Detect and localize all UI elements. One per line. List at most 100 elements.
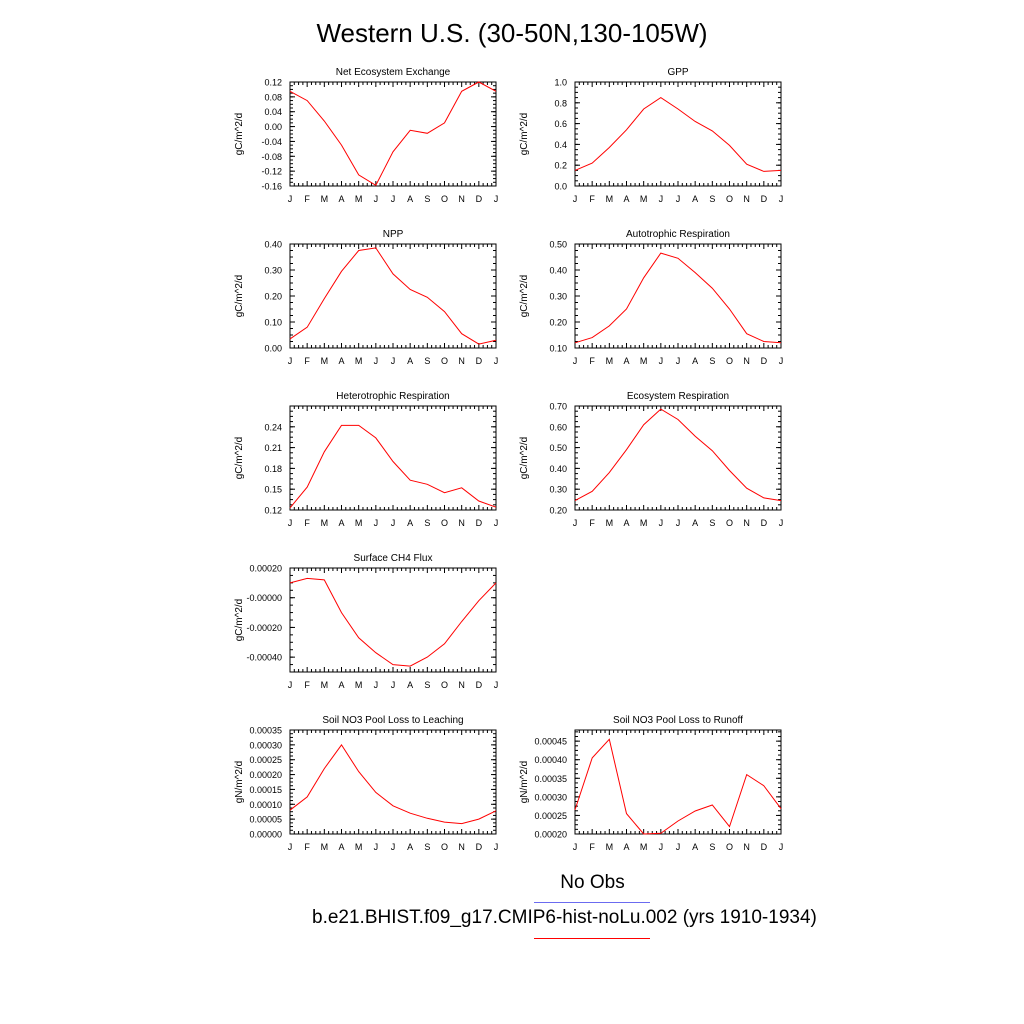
x-tick-label: A [407,356,413,366]
x-tick-label: A [692,518,698,528]
x-tick-label: S [709,356,715,366]
y-tick-label: 0.8 [554,98,567,108]
x-tick-label: M [355,842,363,852]
y-tick-label: 0.30 [549,485,567,495]
y-tick-label: 0.00020 [249,564,282,574]
series-line [289,81,497,187]
x-tick-label: F [304,356,310,366]
x-tick-label: J [494,194,499,204]
series-line [574,408,782,502]
y-tick-label: 0.00030 [534,792,567,802]
y-axis-label: gC/m^2/d [234,113,245,156]
y-tick-label: 0.40 [549,266,567,276]
x-tick-label: J [391,194,396,204]
series-line [289,744,497,825]
x-tick-label: J [288,680,293,690]
x-tick-label: M [606,518,614,528]
x-tick-label: J [659,194,664,204]
y-tick-label: -0.00020 [246,623,282,633]
plot-frame [574,81,782,187]
x-tick-label: J [659,842,664,852]
plot-frame [289,243,497,349]
x-tick-label: F [304,194,310,204]
legend-label-no-obs: No Obs [560,872,625,893]
x-tick-label: O [441,680,448,690]
panel-title: NPP [383,229,404,240]
x-tick-label: O [441,356,448,366]
x-tick-label: J [288,842,293,852]
x-tick-label: J [374,680,379,690]
panel-title: GPP [667,67,688,78]
x-tick-label: A [623,194,629,204]
x-tick-label: J [391,356,396,366]
series-line [574,252,782,344]
x-tick-label: J [573,194,578,204]
series-line [574,738,782,835]
x-tick-label: A [623,356,629,366]
y-axis-label: gC/m^2/d [519,113,530,156]
y-tick-label: 0.00020 [249,770,282,780]
y-tick-label: -0.16 [261,182,282,192]
x-tick-label: A [407,680,413,690]
panel-title: Heterotrophic Respiration [336,391,449,402]
x-tick-label: S [424,194,430,204]
x-tick-label: J [374,842,379,852]
y-tick-label: -0.08 [261,152,282,162]
x-tick-label: J [573,518,578,528]
y-tick-label: 0.10 [549,344,567,354]
x-tick-label: J [573,356,578,366]
x-tick-label: F [304,518,310,528]
panel-title: Soil NO3 Pool Loss to Leaching [322,715,463,726]
x-tick-label: J [494,518,499,528]
y-tick-label: 0.08 [264,92,282,102]
y-tick-label: 0.10 [264,318,282,328]
y-tick-label: 0.0 [554,182,567,192]
y-axis-label: gC/m^2/d [519,275,530,318]
plot-frame [574,405,782,511]
x-tick-label: N [458,356,465,366]
x-tick-label: F [589,356,595,366]
x-tick-label: A [623,518,629,528]
y-tick-label: 0.00 [264,122,282,132]
x-tick-label: S [424,680,430,690]
y-tick-label: 0.00005 [249,815,282,825]
x-tick-label: J [659,356,664,366]
y-tick-label: 0.00035 [249,726,282,736]
legend-label-case: b.e21.BHIST.f09_g17.CMIP6-hist-noLu.002 … [312,907,817,928]
x-tick-label: O [726,194,733,204]
plot-frame [289,567,497,673]
x-tick-label: M [355,680,363,690]
y-tick-label: 0.15 [264,485,282,495]
x-tick-label: S [424,518,430,528]
y-tick-label: 0.6 [554,119,567,129]
x-tick-label: J [391,680,396,690]
y-tick-label: -0.04 [261,137,282,147]
x-tick-label: D [476,842,483,852]
y-axis-label: gN/m^2/d [234,761,245,804]
y-tick-label: 0.00015 [249,785,282,795]
y-axis-label: gC/m^2/d [234,275,245,318]
x-tick-label: A [338,518,344,528]
x-tick-label: F [589,518,595,528]
x-tick-label: A [692,842,698,852]
x-tick-label: J [779,194,784,204]
y-tick-label: 0.00000 [249,830,282,840]
x-tick-label: D [761,518,768,528]
y-tick-label: 0.00010 [249,800,282,810]
y-tick-label: 0.50 [549,240,567,250]
y-tick-label: 0.40 [549,464,567,474]
series-line [289,577,497,667]
x-tick-label: M [321,194,329,204]
x-tick-label: M [321,518,329,528]
x-tick-label: N [458,518,465,528]
y-tick-label: 0.20 [264,292,282,302]
plot-frame [289,729,497,835]
x-tick-label: J [659,518,664,528]
y-tick-label: 1.0 [554,78,567,88]
y-tick-label: 0.00030 [249,740,282,750]
